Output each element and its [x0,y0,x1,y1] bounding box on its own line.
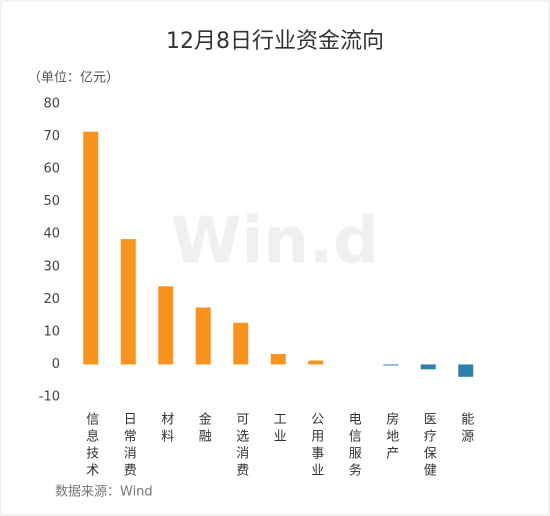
x-tick-label: 医疗保健 [421,412,437,480]
bar [120,239,136,365]
bar [383,364,399,366]
bar [158,286,174,365]
bar [270,354,286,365]
source: 数据来源：Wind [55,485,153,500]
x-tick-label: 能源 [458,412,474,446]
y-tick-label: 50 [43,194,60,209]
bar [458,364,474,377]
bar [308,360,324,365]
x-tick-label: 可选消费 [233,412,249,480]
y-tick-label: -10 [39,390,60,405]
watermark: Win.d [171,205,379,279]
x-tick-label: 房地产 [383,411,399,463]
x-tick-label: 公用事业 [308,412,324,480]
y-tick-label: 70 [43,129,60,144]
y-tick-label: 40 [43,227,60,242]
bar [233,322,249,365]
x-tick-label: 电信服务 [346,412,362,480]
y-tick-label: 30 [43,259,60,274]
x-tick-label: 信息技术 [83,412,99,480]
unit-label: （单位：亿元） [28,71,119,86]
chart-title: 12月8日行业资金流向 [166,29,384,54]
x-tick-label: 金融 [196,411,212,446]
y-tick-label: 10 [43,324,60,339]
y-tick-label: 60 [43,162,60,177]
y-tick-label: 80 [43,97,60,112]
x-tick-label: 材料 [158,412,174,446]
x-tick-label: 日常消费 [121,412,137,480]
bar [420,364,436,370]
y-tick-label: 20 [43,292,60,307]
y-tick-label: 0 [52,357,60,372]
bar [195,307,211,365]
bar [83,131,99,365]
x-tick-label: 工业 [271,412,287,446]
